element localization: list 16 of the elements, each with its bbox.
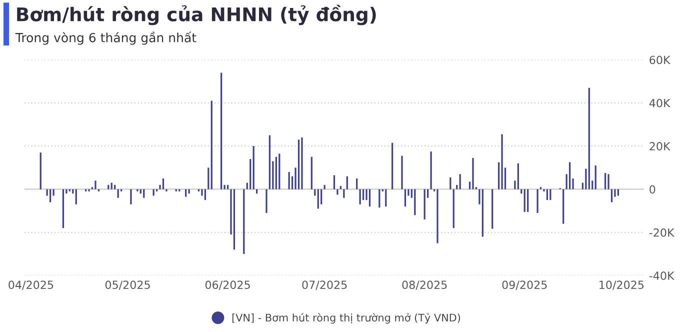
x-tick-label: 10/2025 [600, 280, 644, 290]
chart-title: Bơm/hút ròng của NHNN (tỷ đồng) [17, 4, 376, 26]
y-tick-label: -20K [649, 228, 675, 237]
x-tick-label: 05/2025 [105, 280, 150, 290]
legend-label: [VN] - Bơm hút ròng thị trường mở (Tỷ VND) [232, 312, 460, 324]
x-tick-label: 09/2025 [502, 280, 547, 290]
chart-subtitle: Trong vòng 6 tháng gần nhất [15, 32, 196, 45]
y-tick-label: 60K [650, 56, 671, 64]
y-tick-label: 40K [649, 98, 671, 108]
x-tick-label: 06/2025 [205, 280, 250, 290]
x-tick-label: 04/2025 [8, 280, 54, 290]
y-tick-label: 20K [650, 142, 671, 150]
x-tick-label: 08/2025 [402, 280, 447, 290]
x-tick-label: 07/2025 [302, 280, 347, 290]
y-tick-label: -40K [649, 272, 675, 280]
y-tick-label: 0 [650, 185, 656, 194]
